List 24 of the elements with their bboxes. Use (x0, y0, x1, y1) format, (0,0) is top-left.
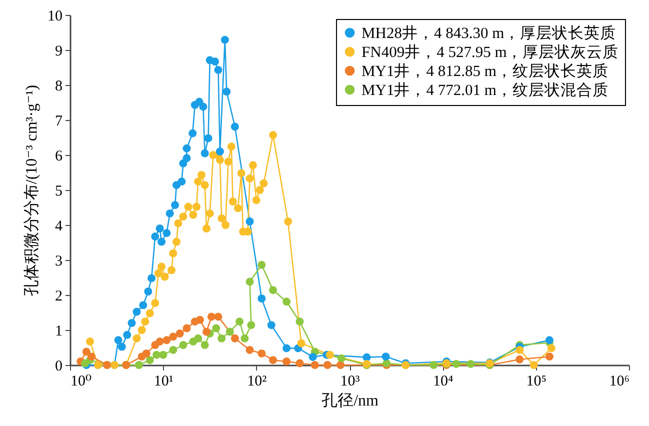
y-tick-label: 5 (55, 184, 62, 200)
legend-label: FN409井，4 527.95 m，厚层状灰云质 (362, 42, 619, 61)
y-tick-label: 10 (48, 8, 62, 24)
y-tick-label: 9 (55, 44, 62, 60)
x-tick-label: 10⁶ (609, 374, 630, 390)
x-axis-title: 孔径/nm (322, 392, 379, 410)
x-tick-label: 10² (247, 374, 268, 390)
legend-label: MY1井，4 812.85 m，纹层状长英质 (362, 62, 608, 80)
y-tick-label: 2 (55, 288, 62, 304)
y-tick-label: 4 (55, 218, 63, 234)
y-tick-label: 6 (55, 148, 63, 164)
x-tick-label: 10⁵ (526, 374, 546, 390)
y-tick-label: 3 (55, 254, 62, 270)
legend-label: MH28井，4 843.30 m，厚层状长英质 (362, 24, 616, 42)
y-tick-label: 0 (55, 358, 62, 374)
legend-label: MY1井，4 772.01 m，纹层状混合质 (362, 80, 608, 99)
y-tick-label: 7 (55, 114, 63, 130)
x-tick-label: 10⁴ (433, 374, 454, 390)
x-tick-label: 10³ (340, 374, 360, 390)
y-tick-label: 8 (55, 78, 62, 94)
x-tick-label: 10¹ (154, 374, 174, 390)
x-tick-label: 10⁰ (70, 374, 92, 390)
y-axis-title: 孔体积微分分布/(10⁻³ cm³·g⁻¹) (24, 84, 40, 296)
y-tick-label: 1 (55, 324, 62, 340)
